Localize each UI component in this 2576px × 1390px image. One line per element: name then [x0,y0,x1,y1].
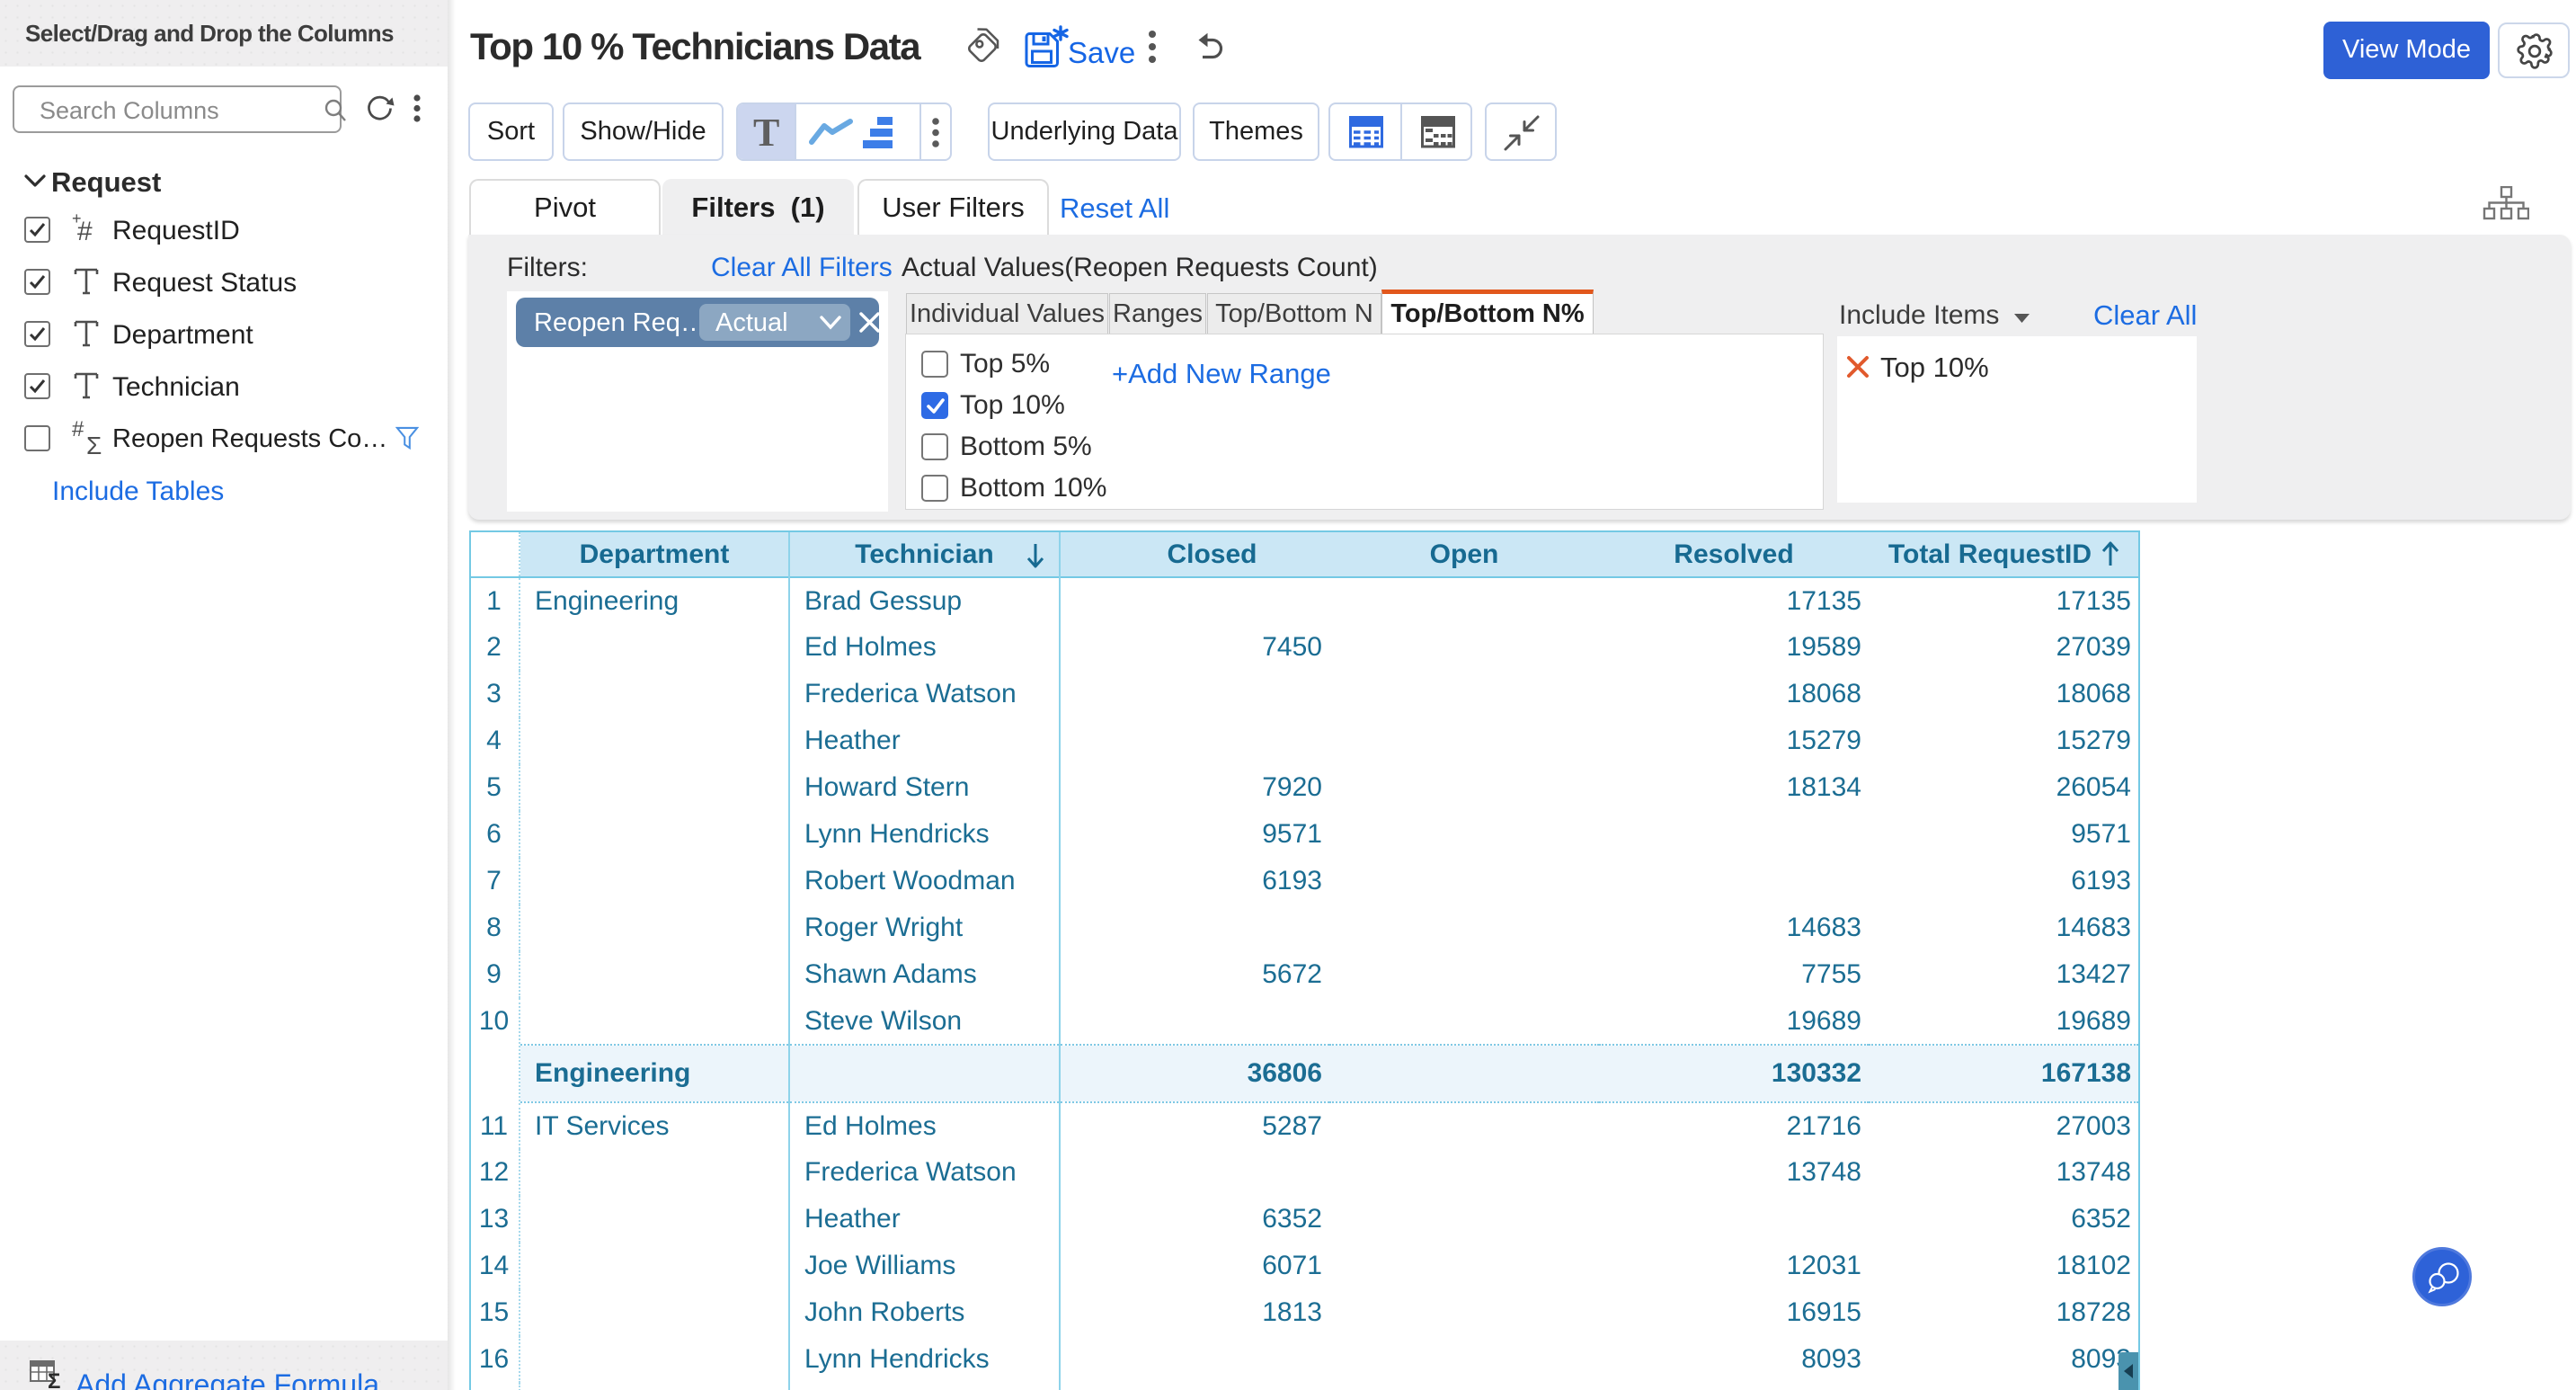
svg-text:Σ: Σ [86,432,102,459]
svg-text:Σ: Σ [48,1369,60,1389]
svg-text:#: # [77,217,93,246]
svg-text:+: + [72,211,82,227]
svg-text:#: # [72,420,84,441]
